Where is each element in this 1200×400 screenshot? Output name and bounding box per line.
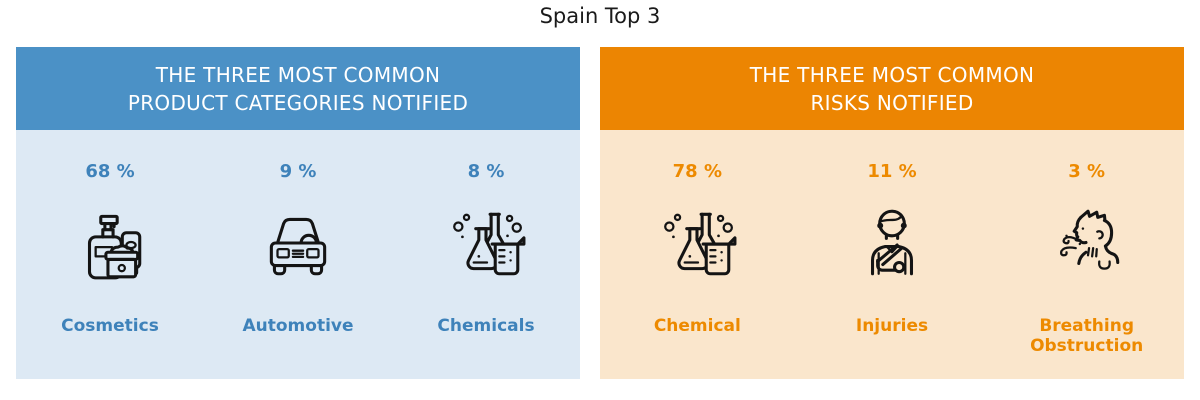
risk-label: Injuries bbox=[855, 316, 929, 336]
percent-value: 11 % bbox=[867, 161, 917, 182]
panel-risks-header: THE THREE MOST COMMON RISKS NOTIFIED bbox=[600, 47, 1184, 130]
panel-risks-body: 78 % bbox=[600, 130, 1184, 379]
panel-product-categories: THE THREE MOST COMMON PRODUCT CATEGORIES… bbox=[16, 47, 580, 379]
header-line-1: THE THREE MOST COMMON bbox=[749, 62, 1035, 87]
panel-risks: THE THREE MOST COMMON RISKS NOTIFIED 78 … bbox=[600, 47, 1184, 379]
category-label: Chemicals bbox=[437, 316, 535, 336]
category-label: Automotive bbox=[242, 316, 354, 336]
page-title: Spain Top 3 bbox=[539, 4, 661, 28]
panel-product-categories-header: THE THREE MOST COMMON PRODUCT CATEGORIES… bbox=[16, 47, 580, 130]
chemistry-flasks-icon bbox=[453, 212, 526, 276]
risk-label: Breathing Obstruction bbox=[1030, 316, 1144, 356]
header-line-1: THE THREE MOST COMMON bbox=[155, 62, 441, 87]
percent-value: 78 % bbox=[672, 161, 722, 182]
cosmetics-icon bbox=[87, 214, 142, 280]
risk-label: Chemical bbox=[653, 316, 741, 336]
percent-value: 8 % bbox=[467, 161, 505, 182]
header-line-2: PRODUCT CATEGORIES NOTIFIED bbox=[127, 90, 469, 115]
category-label: Cosmetics bbox=[61, 316, 159, 336]
car-icon bbox=[269, 217, 327, 276]
header-line-2: RISKS NOTIFIED bbox=[810, 90, 974, 115]
percent-value: 9 % bbox=[279, 161, 317, 182]
breathing-obstruction-icon bbox=[1059, 209, 1119, 270]
chemistry-flasks-icon bbox=[664, 212, 737, 276]
percent-value: 3 % bbox=[1068, 161, 1106, 182]
panel-product-categories-body: 68 % bbox=[16, 130, 580, 379]
injury-arm-sling-icon bbox=[870, 209, 913, 276]
percent-value: 68 % bbox=[85, 161, 135, 182]
